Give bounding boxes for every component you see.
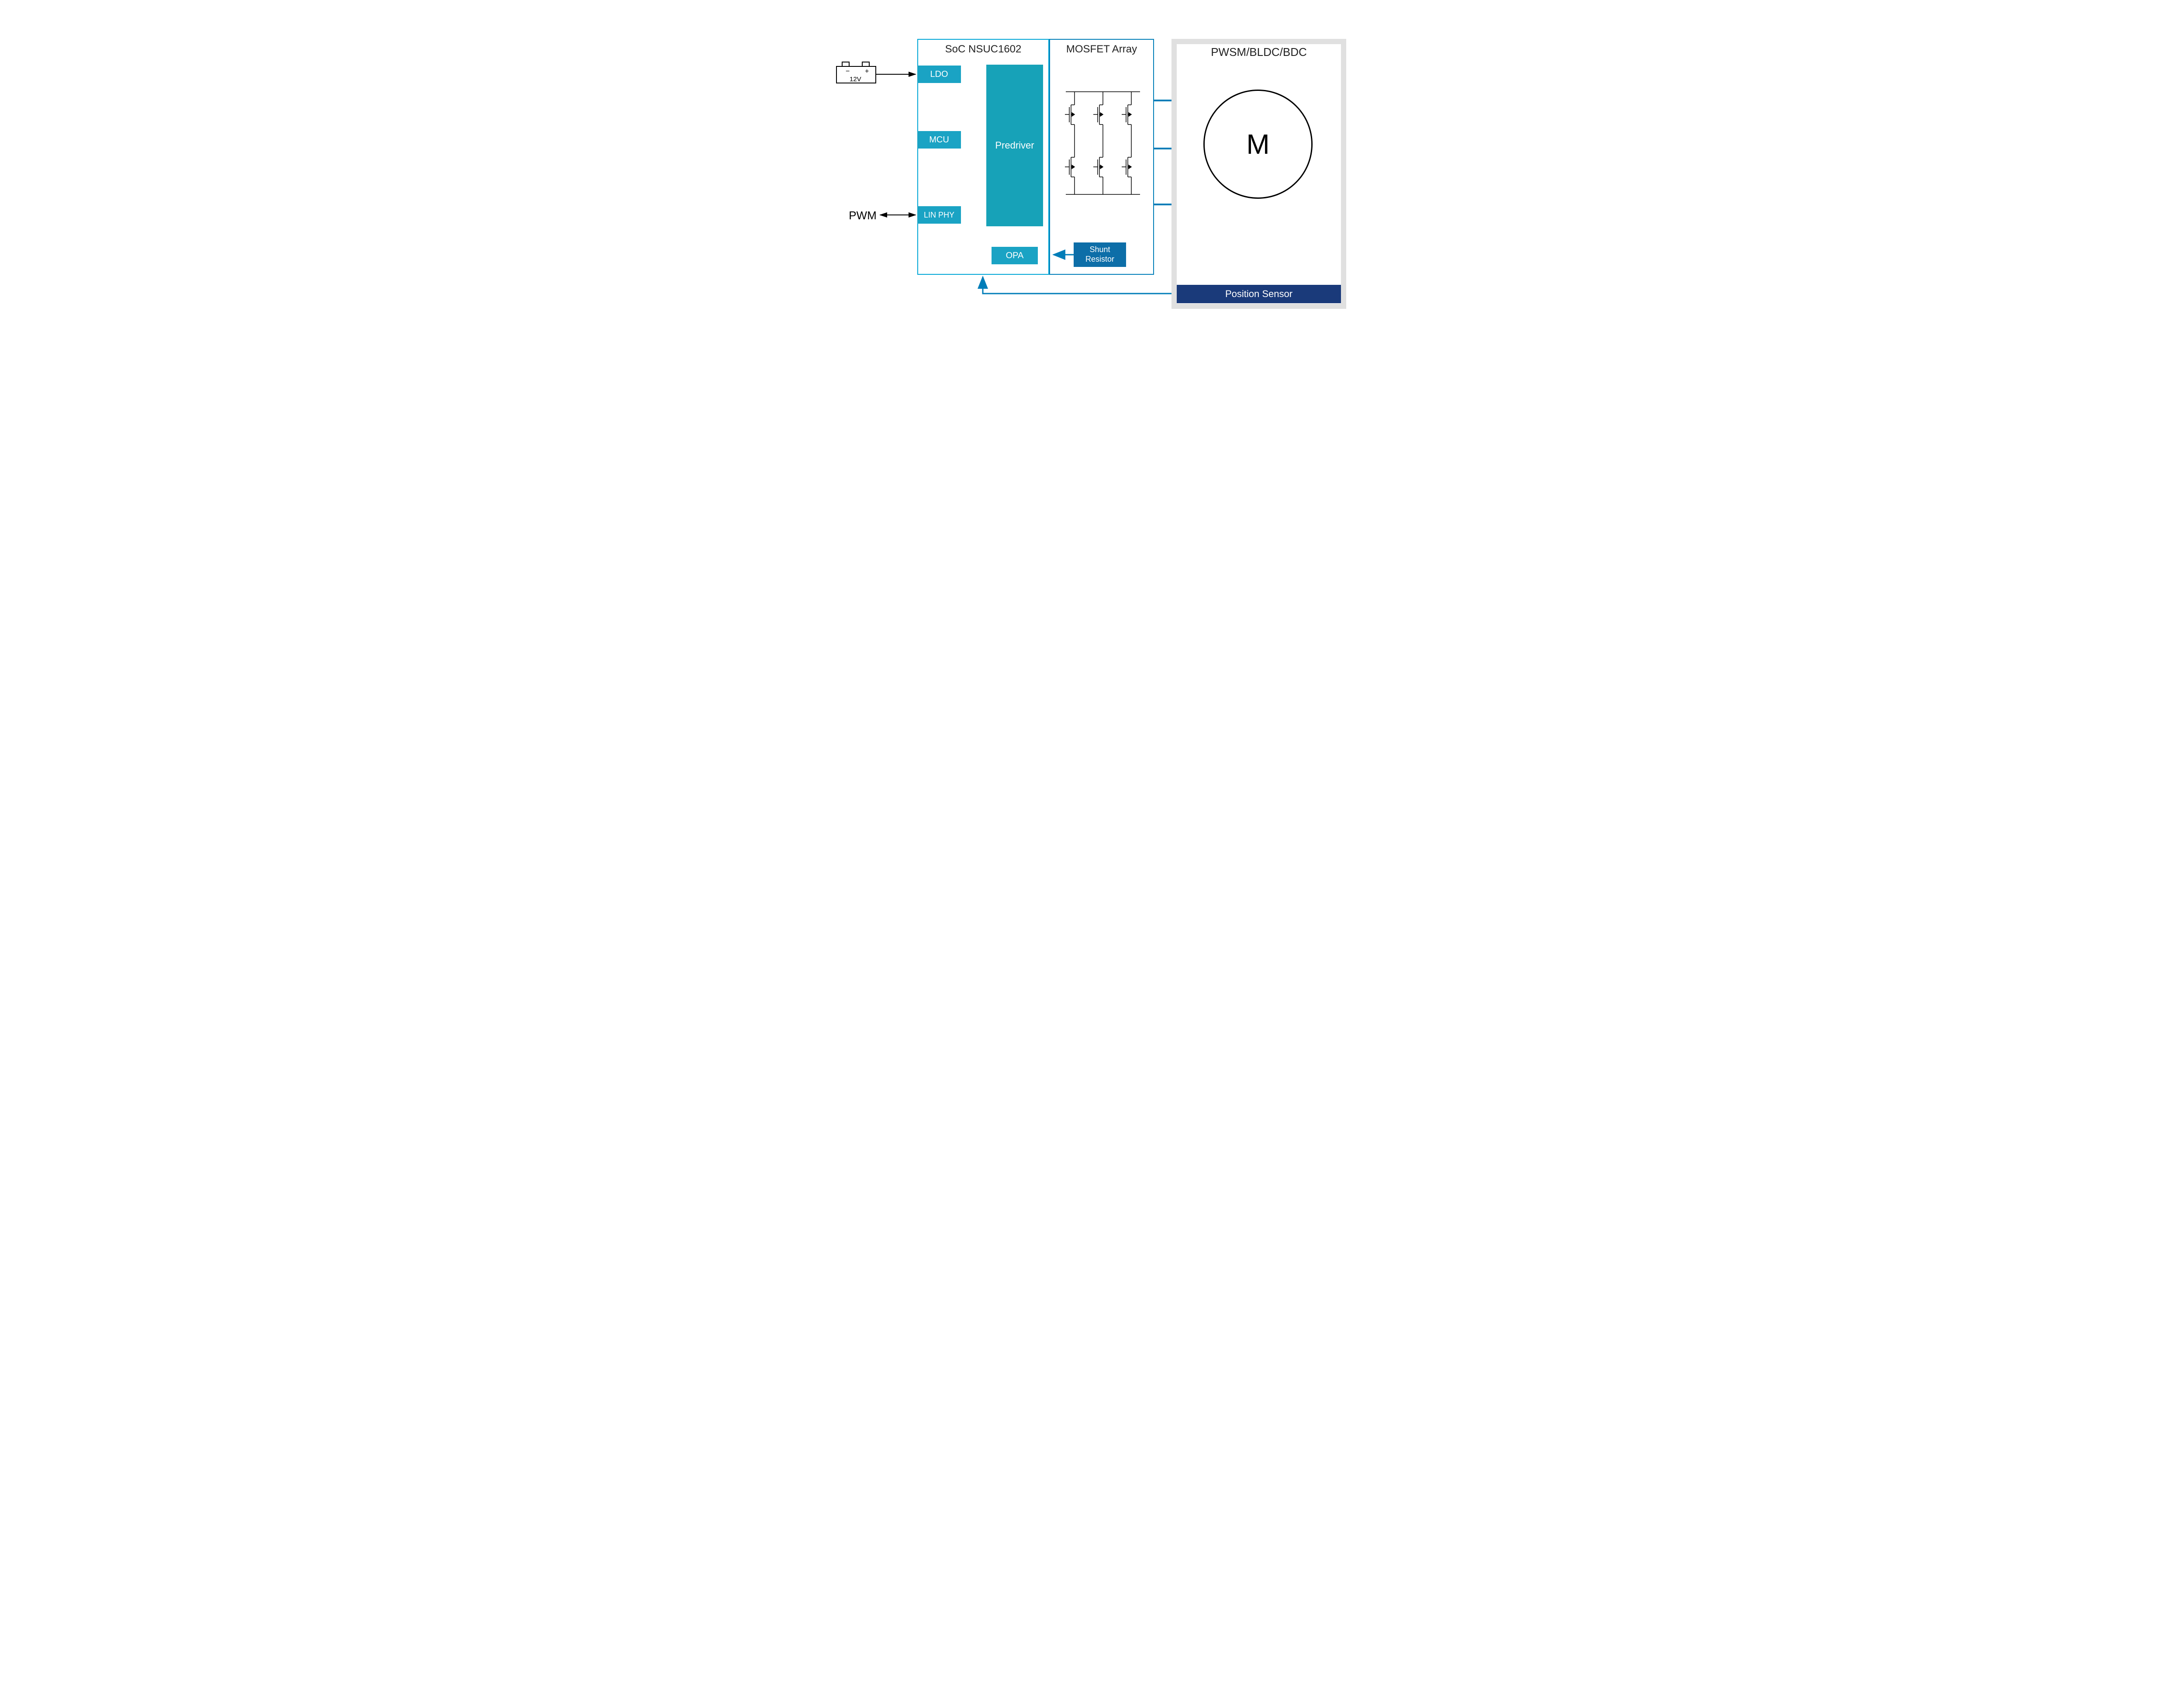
battery-plus: + (865, 68, 869, 75)
battery-minus: − (846, 68, 850, 75)
mosfet-title: MOSFET Array (1049, 43, 1154, 56)
battery-icon (836, 62, 876, 83)
opa-block: OPA (992, 247, 1038, 264)
mcu-block: MCU (917, 131, 961, 149)
shunt-block: Shunt Resistor (1074, 242, 1126, 267)
pwm-label: PWM (847, 209, 878, 222)
battery-label: 12V (850, 76, 861, 83)
predriver-block: Predriver (986, 65, 1043, 226)
shunt-line2: Resistor (1085, 255, 1114, 264)
motor-title: PWSM/BLDC/BDC (1177, 45, 1341, 59)
position-sensor-block: Position Sensor (1177, 285, 1341, 303)
motor-circle: M (1203, 90, 1313, 199)
mosfet-container (1049, 39, 1154, 275)
shunt-line1: Shunt (1089, 245, 1110, 255)
motor-m-label: M (1246, 128, 1269, 160)
diagram-canvas: SoC NSUC1602 MOSFET Array PWSM/BLDC/BDC … (764, 0, 1420, 341)
linphy-block: LIN PHY (917, 206, 961, 224)
soc-title: SoC NSUC1602 (922, 43, 1045, 56)
ldo-block: LDO (917, 66, 961, 83)
position-feedback-arrow (983, 277, 1171, 294)
